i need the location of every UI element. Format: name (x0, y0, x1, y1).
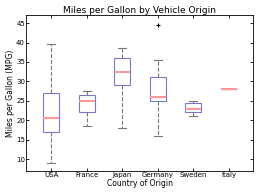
Y-axis label: Miles per Gallon (MPG): Miles per Gallon (MPG) (5, 49, 15, 137)
Title: Miles per Gallon by Vehicle Origin: Miles per Gallon by Vehicle Origin (63, 6, 216, 15)
PathPatch shape (79, 95, 95, 112)
PathPatch shape (185, 103, 201, 112)
PathPatch shape (114, 58, 130, 85)
X-axis label: Country of Origin: Country of Origin (107, 179, 173, 188)
PathPatch shape (150, 77, 166, 101)
PathPatch shape (43, 93, 59, 132)
